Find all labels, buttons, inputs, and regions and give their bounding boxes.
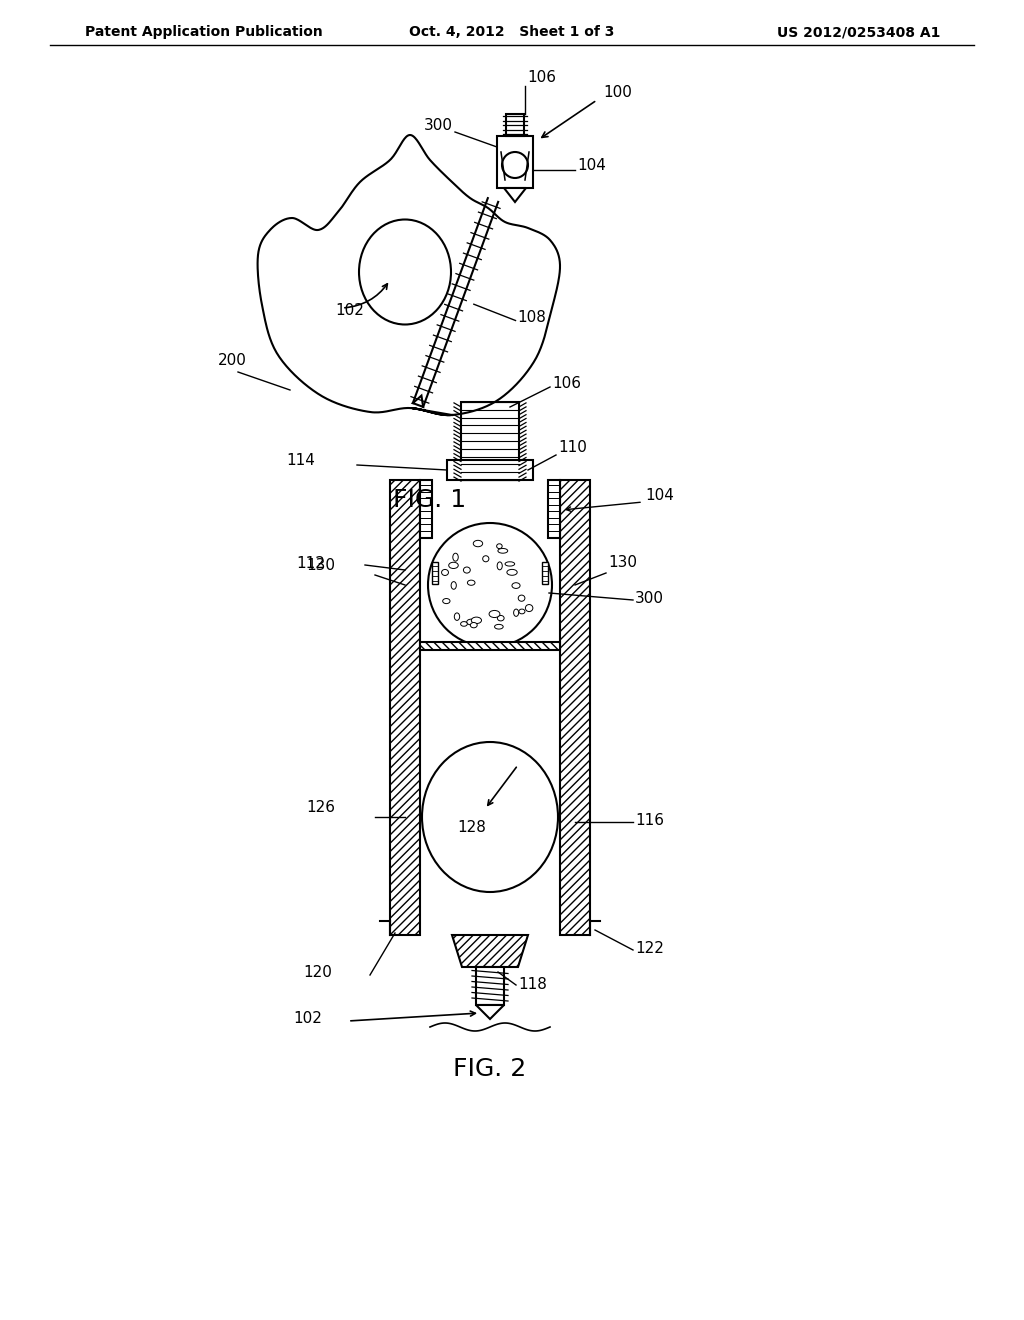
Text: Oct. 4, 2012   Sheet 1 of 3: Oct. 4, 2012 Sheet 1 of 3 [410, 25, 614, 40]
Text: 100: 100 [603, 84, 632, 100]
Text: 108: 108 [517, 310, 547, 326]
Text: 106: 106 [527, 70, 556, 84]
Text: 114: 114 [286, 453, 315, 469]
Text: 116: 116 [635, 813, 664, 828]
Text: 126: 126 [306, 800, 335, 814]
Ellipse shape [512, 582, 520, 589]
Ellipse shape [498, 548, 508, 553]
Text: 102: 102 [335, 304, 364, 318]
Ellipse shape [467, 619, 476, 624]
Text: 300: 300 [635, 591, 664, 606]
FancyBboxPatch shape [476, 968, 504, 1005]
Polygon shape [504, 187, 526, 202]
Ellipse shape [497, 544, 502, 549]
Ellipse shape [422, 742, 558, 892]
Text: 104: 104 [645, 488, 674, 503]
FancyBboxPatch shape [542, 562, 548, 583]
Ellipse shape [505, 562, 515, 566]
Ellipse shape [470, 623, 477, 628]
Ellipse shape [498, 615, 504, 620]
FancyBboxPatch shape [506, 114, 524, 136]
Text: FIG. 2: FIG. 2 [454, 1057, 526, 1081]
FancyBboxPatch shape [548, 480, 560, 539]
Ellipse shape [461, 622, 467, 626]
Text: 200: 200 [218, 352, 247, 368]
Text: 112: 112 [296, 556, 325, 572]
Text: 118: 118 [518, 977, 547, 993]
Text: 300: 300 [424, 117, 453, 133]
Ellipse shape [452, 582, 457, 589]
Text: 102: 102 [293, 1011, 322, 1026]
Polygon shape [413, 396, 423, 407]
Ellipse shape [467, 579, 475, 585]
Ellipse shape [441, 569, 449, 576]
Ellipse shape [449, 562, 459, 569]
Ellipse shape [482, 556, 488, 562]
FancyBboxPatch shape [461, 403, 519, 480]
Text: 110: 110 [558, 440, 587, 455]
Ellipse shape [518, 595, 525, 602]
Ellipse shape [495, 624, 503, 630]
Ellipse shape [453, 553, 459, 561]
Text: 106: 106 [552, 376, 581, 391]
Text: 130: 130 [306, 558, 335, 573]
FancyBboxPatch shape [420, 480, 432, 539]
Ellipse shape [464, 568, 470, 573]
Text: Patent Application Publication: Patent Application Publication [85, 25, 323, 40]
Text: 130: 130 [608, 554, 637, 570]
Ellipse shape [471, 616, 481, 623]
Ellipse shape [507, 569, 517, 576]
Ellipse shape [514, 609, 518, 616]
Text: 128: 128 [458, 820, 486, 836]
Ellipse shape [473, 540, 482, 546]
Ellipse shape [497, 562, 502, 570]
FancyBboxPatch shape [447, 459, 534, 480]
Circle shape [502, 152, 528, 178]
Ellipse shape [519, 609, 525, 614]
Ellipse shape [428, 523, 552, 647]
Polygon shape [476, 1005, 504, 1019]
FancyBboxPatch shape [560, 480, 590, 935]
Ellipse shape [455, 612, 460, 620]
Polygon shape [452, 935, 528, 968]
Ellipse shape [442, 598, 450, 603]
FancyBboxPatch shape [432, 562, 438, 583]
Ellipse shape [489, 610, 500, 618]
FancyBboxPatch shape [497, 136, 534, 187]
Text: US 2012/0253408 A1: US 2012/0253408 A1 [776, 25, 940, 40]
FancyBboxPatch shape [390, 480, 420, 935]
Text: 120: 120 [303, 965, 332, 979]
FancyBboxPatch shape [420, 642, 560, 649]
Text: FIG. 1: FIG. 1 [393, 488, 467, 512]
Ellipse shape [359, 219, 451, 325]
Ellipse shape [525, 605, 532, 611]
Text: 122: 122 [635, 941, 664, 956]
Text: 104: 104 [577, 158, 606, 173]
